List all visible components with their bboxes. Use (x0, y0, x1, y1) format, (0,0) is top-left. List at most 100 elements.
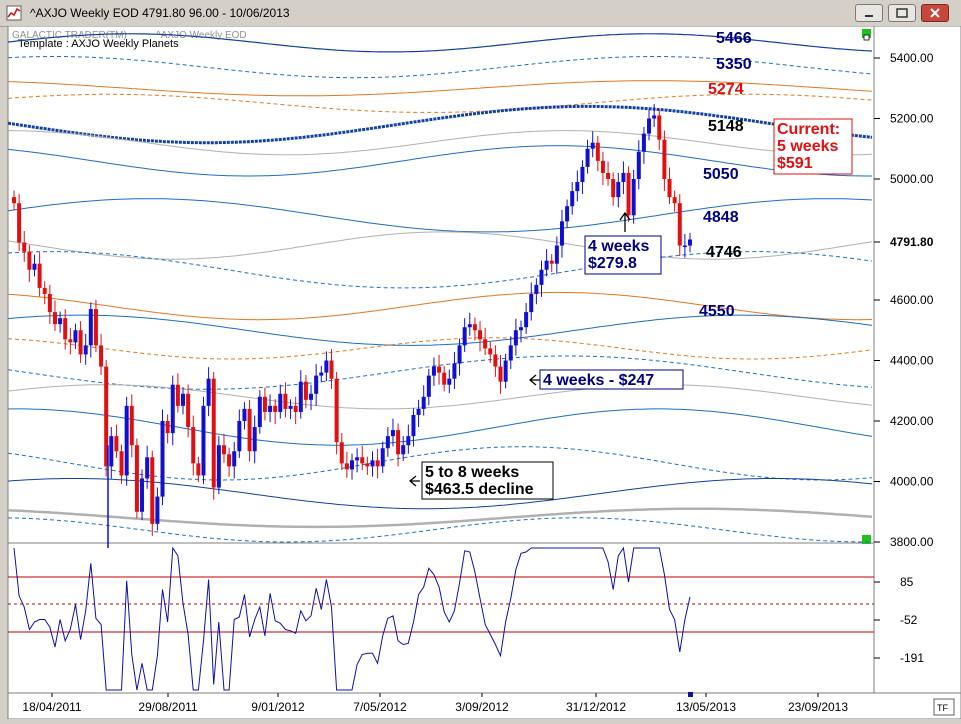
price-axis-panel (873, 25, 961, 694)
candle-body (99, 345, 104, 367)
candle-body (365, 463, 370, 467)
candle-body (22, 242, 27, 252)
candle-body (344, 463, 349, 470)
candle-body (498, 366, 503, 382)
candle-body (565, 206, 570, 222)
level-labels-group: 5466 5350 5274 5148 5050 4848 4746 4550 (699, 30, 752, 320)
candle-body (47, 293, 52, 313)
candle-body (227, 454, 232, 467)
price-axis-ticks: 5400.00 5200.00 5000.00 4791.80 4600.00 4400.… (874, 51, 934, 549)
candle-body (472, 324, 477, 331)
level-label: 5148 (708, 118, 744, 135)
price-tick-label: 4600.00 (890, 293, 934, 307)
chart-area[interactable]: GALACTIC TRADER(TM) ^AXJO Weekly EOD Tem… (0, 25, 961, 720)
candle-body (83, 345, 88, 355)
candle-body (478, 330, 483, 340)
template-label: Template : AXJO Weekly Planets (18, 38, 179, 50)
level-label: 5050 (703, 166, 739, 183)
candle-body (600, 160, 605, 173)
chart-svg[interactable]: GALACTIC TRADER(TM) ^AXJO Weekly EOD Tem… (0, 25, 961, 720)
candle-body (401, 445, 406, 455)
annotation-text: 5 to 8 weeks (425, 464, 519, 481)
planet-line (7, 231, 873, 260)
candle-body (426, 375, 431, 397)
osc-tick-label: -52 (900, 613, 918, 627)
date-tick-label: 7/05/2012 (353, 700, 407, 714)
price-tick-label: 4200.00 (890, 414, 934, 428)
symbol-caption: ^AXJO Weekly EOD (156, 30, 247, 41)
planet-line (7, 104, 873, 145)
planet-line (7, 314, 873, 346)
candle-body (257, 396, 262, 428)
candle-body (411, 414, 416, 437)
candle-body (298, 381, 303, 412)
minimize-button[interactable] (855, 4, 883, 22)
candle-body (611, 179, 616, 198)
candle-body (262, 396, 267, 412)
minimize-icon (865, 15, 873, 17)
candle-body (293, 405, 298, 412)
price-tick-label: 5400.00 (890, 51, 934, 65)
annotation-text: $279.8 (588, 255, 637, 272)
oscillator-panel[interactable] (7, 542, 875, 694)
candle-body (201, 405, 206, 476)
candle-body (88, 309, 93, 346)
date-axis-panel (7, 692, 961, 720)
candle-body (652, 115, 657, 119)
candle-body (145, 457, 150, 479)
oscillator-axis-ticks: 85 -52 -191 (874, 575, 924, 665)
candle-body (390, 430, 395, 437)
candle-body (406, 436, 411, 446)
candle-body (119, 451, 124, 476)
candle-body (42, 287, 47, 294)
candle-body (12, 197, 16, 204)
annotation-box (584, 235, 662, 275)
timeframe-button[interactable] (933, 698, 955, 716)
candle-body (657, 115, 662, 140)
candle-body (385, 436, 390, 449)
candle-body (606, 172, 611, 179)
candle-body (78, 330, 83, 355)
candle-body (483, 339, 488, 349)
maximize-button[interactable] (888, 4, 916, 22)
oscillator-line (13, 546, 691, 691)
planet-line (8, 130, 873, 156)
candle-body (140, 478, 145, 512)
settings-marker[interactable] (863, 34, 870, 41)
price-tick-label: 5000.00 (890, 172, 934, 186)
candle-body (621, 172, 626, 183)
candle-body (442, 372, 447, 385)
candle-body (334, 378, 339, 443)
candle-body (636, 151, 641, 179)
candle-body (114, 436, 119, 452)
candle-body (37, 263, 42, 288)
candle-body (175, 384, 180, 406)
candle-body (688, 239, 692, 246)
candle-body (462, 327, 467, 346)
candle-body (160, 421, 165, 497)
annotation-box (773, 118, 853, 175)
scroll-indicator-bottom[interactable] (862, 535, 871, 544)
oscillator-bands (8, 576, 874, 633)
window-titlebar[interactable]: ^AXJO Weekly EOD 4791.80 96.00 - 10/06/2… (0, 0, 961, 27)
candle-body (431, 366, 436, 376)
candle-body (559, 221, 564, 246)
price-tick-label: 3800.00 (890, 535, 934, 549)
price-tick-label: 4400.00 (890, 354, 934, 368)
level-label: 5466 (716, 30, 752, 47)
candle-body (667, 179, 672, 198)
candle-body (539, 269, 544, 285)
scroll-indicator-top[interactable] (862, 29, 871, 38)
candle-body (662, 139, 667, 179)
close-button[interactable] (921, 4, 949, 22)
close-icon (930, 8, 940, 18)
candle-body (206, 378, 211, 406)
candle-body (534, 284, 539, 294)
candle-body (549, 260, 554, 264)
candle-body (27, 251, 32, 270)
price-tick-label: 4000.00 (890, 475, 934, 489)
planet-line (7, 384, 873, 410)
price-tick-label: 5200.00 (890, 112, 934, 126)
candle-body (616, 182, 621, 198)
candle-body (508, 345, 513, 361)
